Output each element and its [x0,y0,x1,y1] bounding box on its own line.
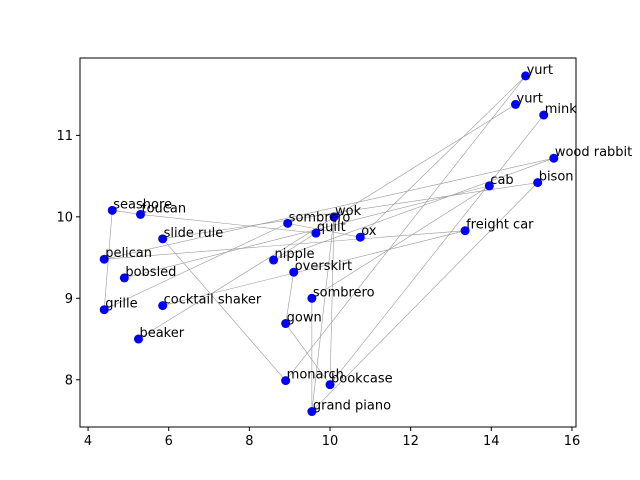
connection-line [162,230,466,306]
connection-line [329,216,335,385]
point-label: bobsled [125,265,176,280]
connection-lines [103,75,554,412]
x-tick-label: 14 [483,434,500,449]
data-point [355,232,365,242]
point-label: ox [361,224,377,239]
data-point [307,293,317,303]
data-point [460,226,470,236]
connection-line [329,114,544,385]
y-tick-label: 9 [65,292,73,307]
data-point [119,273,129,283]
y-tick-label: 11 [56,129,73,144]
connection-line [273,157,554,261]
connection-line [138,104,516,340]
connection-line [162,182,538,240]
point-label: cab [490,173,513,188]
connection-line [104,223,288,310]
point-label: overskirt [295,259,352,274]
point-label: nipple [275,247,315,262]
plot-frame [79,57,577,428]
data-point [133,334,143,344]
connection-line [285,272,295,324]
point-label: mink [545,102,578,117]
data-point [307,407,317,417]
point-label: wood rabbit [555,145,632,160]
data-point [539,110,549,120]
data-point [99,254,109,264]
x-tick-label: 6 [165,434,173,449]
point-label: bookcase [331,372,393,387]
data-point [549,153,559,163]
connection-line [140,214,316,234]
point-label: monarch [287,368,344,383]
point-label: sombrero [313,285,375,300]
connection-line [104,157,554,260]
data-point [158,301,168,311]
connection-line [311,185,490,299]
data-point [311,228,321,238]
data-point [329,212,339,222]
point-label: quilt [317,220,346,235]
connection-line [273,232,317,261]
point-label: sombrero [289,210,351,225]
data-point [283,218,293,228]
data-point [289,267,299,277]
data-points [99,71,559,417]
connection-line [285,75,526,381]
data-point [511,99,521,109]
point-label: pelican [105,246,152,261]
point-label: grille [105,297,137,312]
data-point [281,376,291,386]
connection-line [360,75,526,238]
x-tick-label: 4 [84,434,92,449]
connection-line [162,238,286,381]
y-axis-ticks: 8 9 10 11 [56,129,80,388]
data-point [269,255,279,265]
x-tick-label: 10 [322,434,339,449]
x-axis-ticks: 4 6 8 10 12 14 16 [84,427,580,449]
point-label: freight car [466,218,534,233]
data-point [281,319,291,329]
connection-line [311,182,538,412]
connection-line [311,216,335,412]
point-label: cocktail shaker [164,293,262,308]
x-tick-label: 12 [402,434,419,449]
point-label: beaker [139,326,184,341]
x-tick-label: 16 [564,434,581,449]
point-label: yurt [517,91,543,106]
data-point [325,380,335,390]
data-point [107,205,117,215]
connection-line [285,323,331,385]
point-label: toucan [141,201,186,216]
point-label: wok [335,204,362,219]
data-point [99,305,109,315]
point-label: slide rule [164,226,224,241]
y-tick-label: 8 [65,373,73,388]
point-label: bison [539,170,574,185]
point-label: seashore [113,197,172,212]
point-label: grand piano [313,399,391,414]
connection-line [112,210,141,215]
y-tick-label: 10 [56,210,73,225]
connection-line [287,223,361,238]
data-point [533,178,543,188]
connection-line [104,230,466,260]
point-label: yurt [527,63,553,78]
data-point [158,234,168,244]
point-label: gown [287,311,322,326]
data-point [521,71,531,81]
x-tick-label: 8 [245,434,253,449]
data-point [135,209,145,219]
data-point [484,181,494,191]
